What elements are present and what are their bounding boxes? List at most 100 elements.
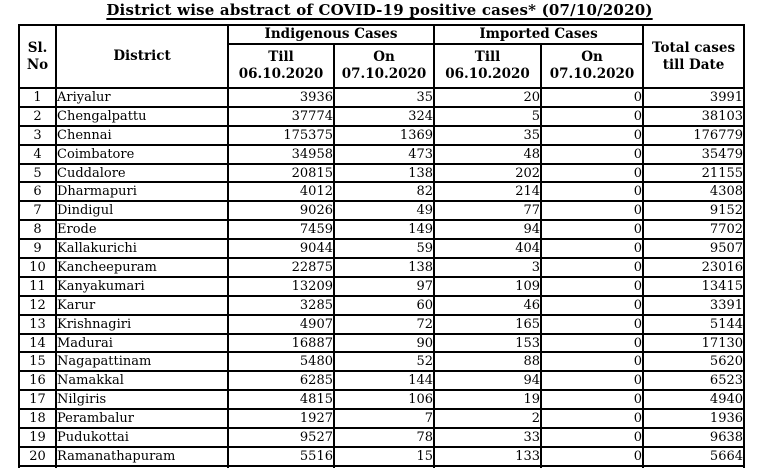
cell-sl-no: 18 [18,408,57,430]
cell-sl-no: 4 [18,143,57,165]
cell-district: Madurai [55,332,229,354]
cell-indigenous-till: 1927 [227,408,335,430]
cell-imported-on: 0 [540,427,645,448]
table-row: 13 Krishnagiri 4907 72 165 0 5144 [18,313,746,335]
cell-indigenous-on: 144 [332,370,436,392]
cell-indigenous-till: 22875 [227,257,335,278]
cell-sl-no: 6 [18,181,57,203]
cell-imported-on: 0 [540,332,645,354]
cell-indigenous-on: 52 [332,351,436,373]
cell-indigenous-on: 1369 [332,124,436,146]
table-row: 11 Kanyakumari 13209 97 109 0 13415 [18,275,746,297]
cell-total-cases: 9507 [642,238,746,260]
cell-imported-on: 0 [540,389,645,411]
cell-indigenous-till: 9044 [227,238,335,260]
cell-indigenous-till: 5480 [227,351,335,373]
cell-indigenous-on: 59 [332,238,436,260]
cell-imported-till: 77 [433,200,543,222]
cell-indigenous-till: 3285 [227,294,335,316]
cell-indigenous-till: 16887 [227,332,335,354]
cell-sl-no: 9 [18,238,57,260]
cell-indigenous-on: 97 [332,275,436,297]
cell-imported-on: 0 [540,162,645,184]
cell-indigenous-till: 7459 [227,219,335,241]
cell-imported-till: 109 [433,275,543,297]
cell-imported-till: 202 [433,162,543,184]
cell-imported-till: 48 [433,143,543,165]
cell-indigenous-till: 9026 [227,200,335,222]
cell-total-cases: 9638 [642,427,746,448]
cell-imported-till: 3 [433,257,543,278]
cell-total-cases: 38103 [642,105,746,127]
cell-indigenous-on: 82 [332,181,436,203]
col-header-district: District [55,24,229,89]
table-row: 14 Madurai 16887 90 153 0 17130 [18,332,746,354]
cell-imported-till: 20 [433,87,543,108]
cell-indigenous-till: 9527 [227,427,335,448]
cell-imported-on: 0 [540,219,645,241]
table-row: 7 Dindigul 9026 49 77 0 9152 [18,200,746,222]
cell-sl-no: 5 [18,162,57,184]
cell-imported-on: 0 [540,370,645,392]
cell-imported-on: 0 [540,351,645,373]
cell-indigenous-till: 3936 [227,87,335,108]
cell-imported-till: 2 [433,408,543,430]
cell-total-cases: 3391 [642,294,746,316]
cell-district: Kancheepuram [55,257,229,278]
table-row: 9 Kallakurichi 9044 59 404 0 9507 [18,238,746,260]
cell-district: Krishnagiri [55,313,229,335]
table-row: 4 Coimbatore 34958 473 48 0 35479 [18,143,746,165]
cell-sl-no: 1 [18,87,57,108]
table-row: 6 Dharmapuri 4012 82 214 0 4308 [18,181,746,203]
cell-imported-till: 404 [433,238,543,260]
cell-imported-on: 0 [540,124,645,146]
cell-indigenous-on: 138 [332,162,436,184]
cell-total-cases: 23016 [642,257,746,278]
col-header-indigenous-on: On 07.10.2020 [332,43,436,89]
cell-total-cases: 1936 [642,408,746,430]
cell-district: Cuddalore [55,162,229,184]
cell-indigenous-on: 90 [332,332,436,354]
cell-total-cases: 4940 [642,389,746,411]
cell-total-cases: 4308 [642,181,746,203]
cell-total-cases: 7702 [642,219,746,241]
cell-total-cases: 3991 [642,87,746,108]
cell-district: Nilgiris [55,389,229,411]
cell-imported-till: 88 [433,351,543,373]
cell-district: Nagapattinam [55,351,229,373]
group-header-imported-cases: Imported Cases [433,24,645,45]
group-header-row: Sl. No District Indigenous Cases Importe… [18,24,746,89]
table-row: 10 Kancheepuram 22875 138 3 0 23016 [18,257,746,278]
cell-district: Namakkal [55,370,229,392]
clipped-next-row [18,464,746,468]
table-row: 17 Nilgiris 4815 106 19 0 4940 [18,389,746,411]
cell-imported-till: 153 [433,332,543,354]
cell-sl-no: 16 [18,370,57,392]
col-header-imported-till: Till 06.10.2020 [433,43,543,89]
cell-sl-no: 10 [18,257,57,278]
cell-imported-till: 165 [433,313,543,335]
cell-imported-on: 0 [540,87,645,108]
cell-imported-on: 0 [540,313,645,335]
cell-imported-till: 214 [433,181,543,203]
sub-header-row: Till 06.10.2020 On 07.10.2020 Till 06.10… [19,43,744,89]
table-row: 16 Namakkal 6285 144 94 0 6523 [18,370,746,392]
col-header-total-cases: Total cases till Date [642,24,746,89]
cell-district: Kanyakumari [55,275,229,297]
cell-indigenous-till: 4012 [227,181,335,203]
cell-sl-no: 13 [18,313,57,335]
group-header-indigenous-cases: Indigenous Cases [226,24,436,45]
cell-indigenous-on: 15 [332,445,436,467]
cell-sl-no: 12 [18,294,57,316]
partial-row [18,464,746,468]
table-row: 12 Karur 3285 60 46 0 3391 [18,294,746,316]
cell-indigenous-till: 4815 [227,389,335,411]
cell-indigenous-on: 49 [332,200,436,222]
cell-sl-no: 7 [18,200,57,222]
table-row: 15 Nagapattinam 5480 52 88 0 5620 [18,351,746,373]
cell-imported-till: 94 [433,219,543,241]
cell-imported-till: 19 [433,389,543,411]
cell-sl-no: 14 [18,332,57,354]
cell-imported-on: 0 [540,105,645,127]
